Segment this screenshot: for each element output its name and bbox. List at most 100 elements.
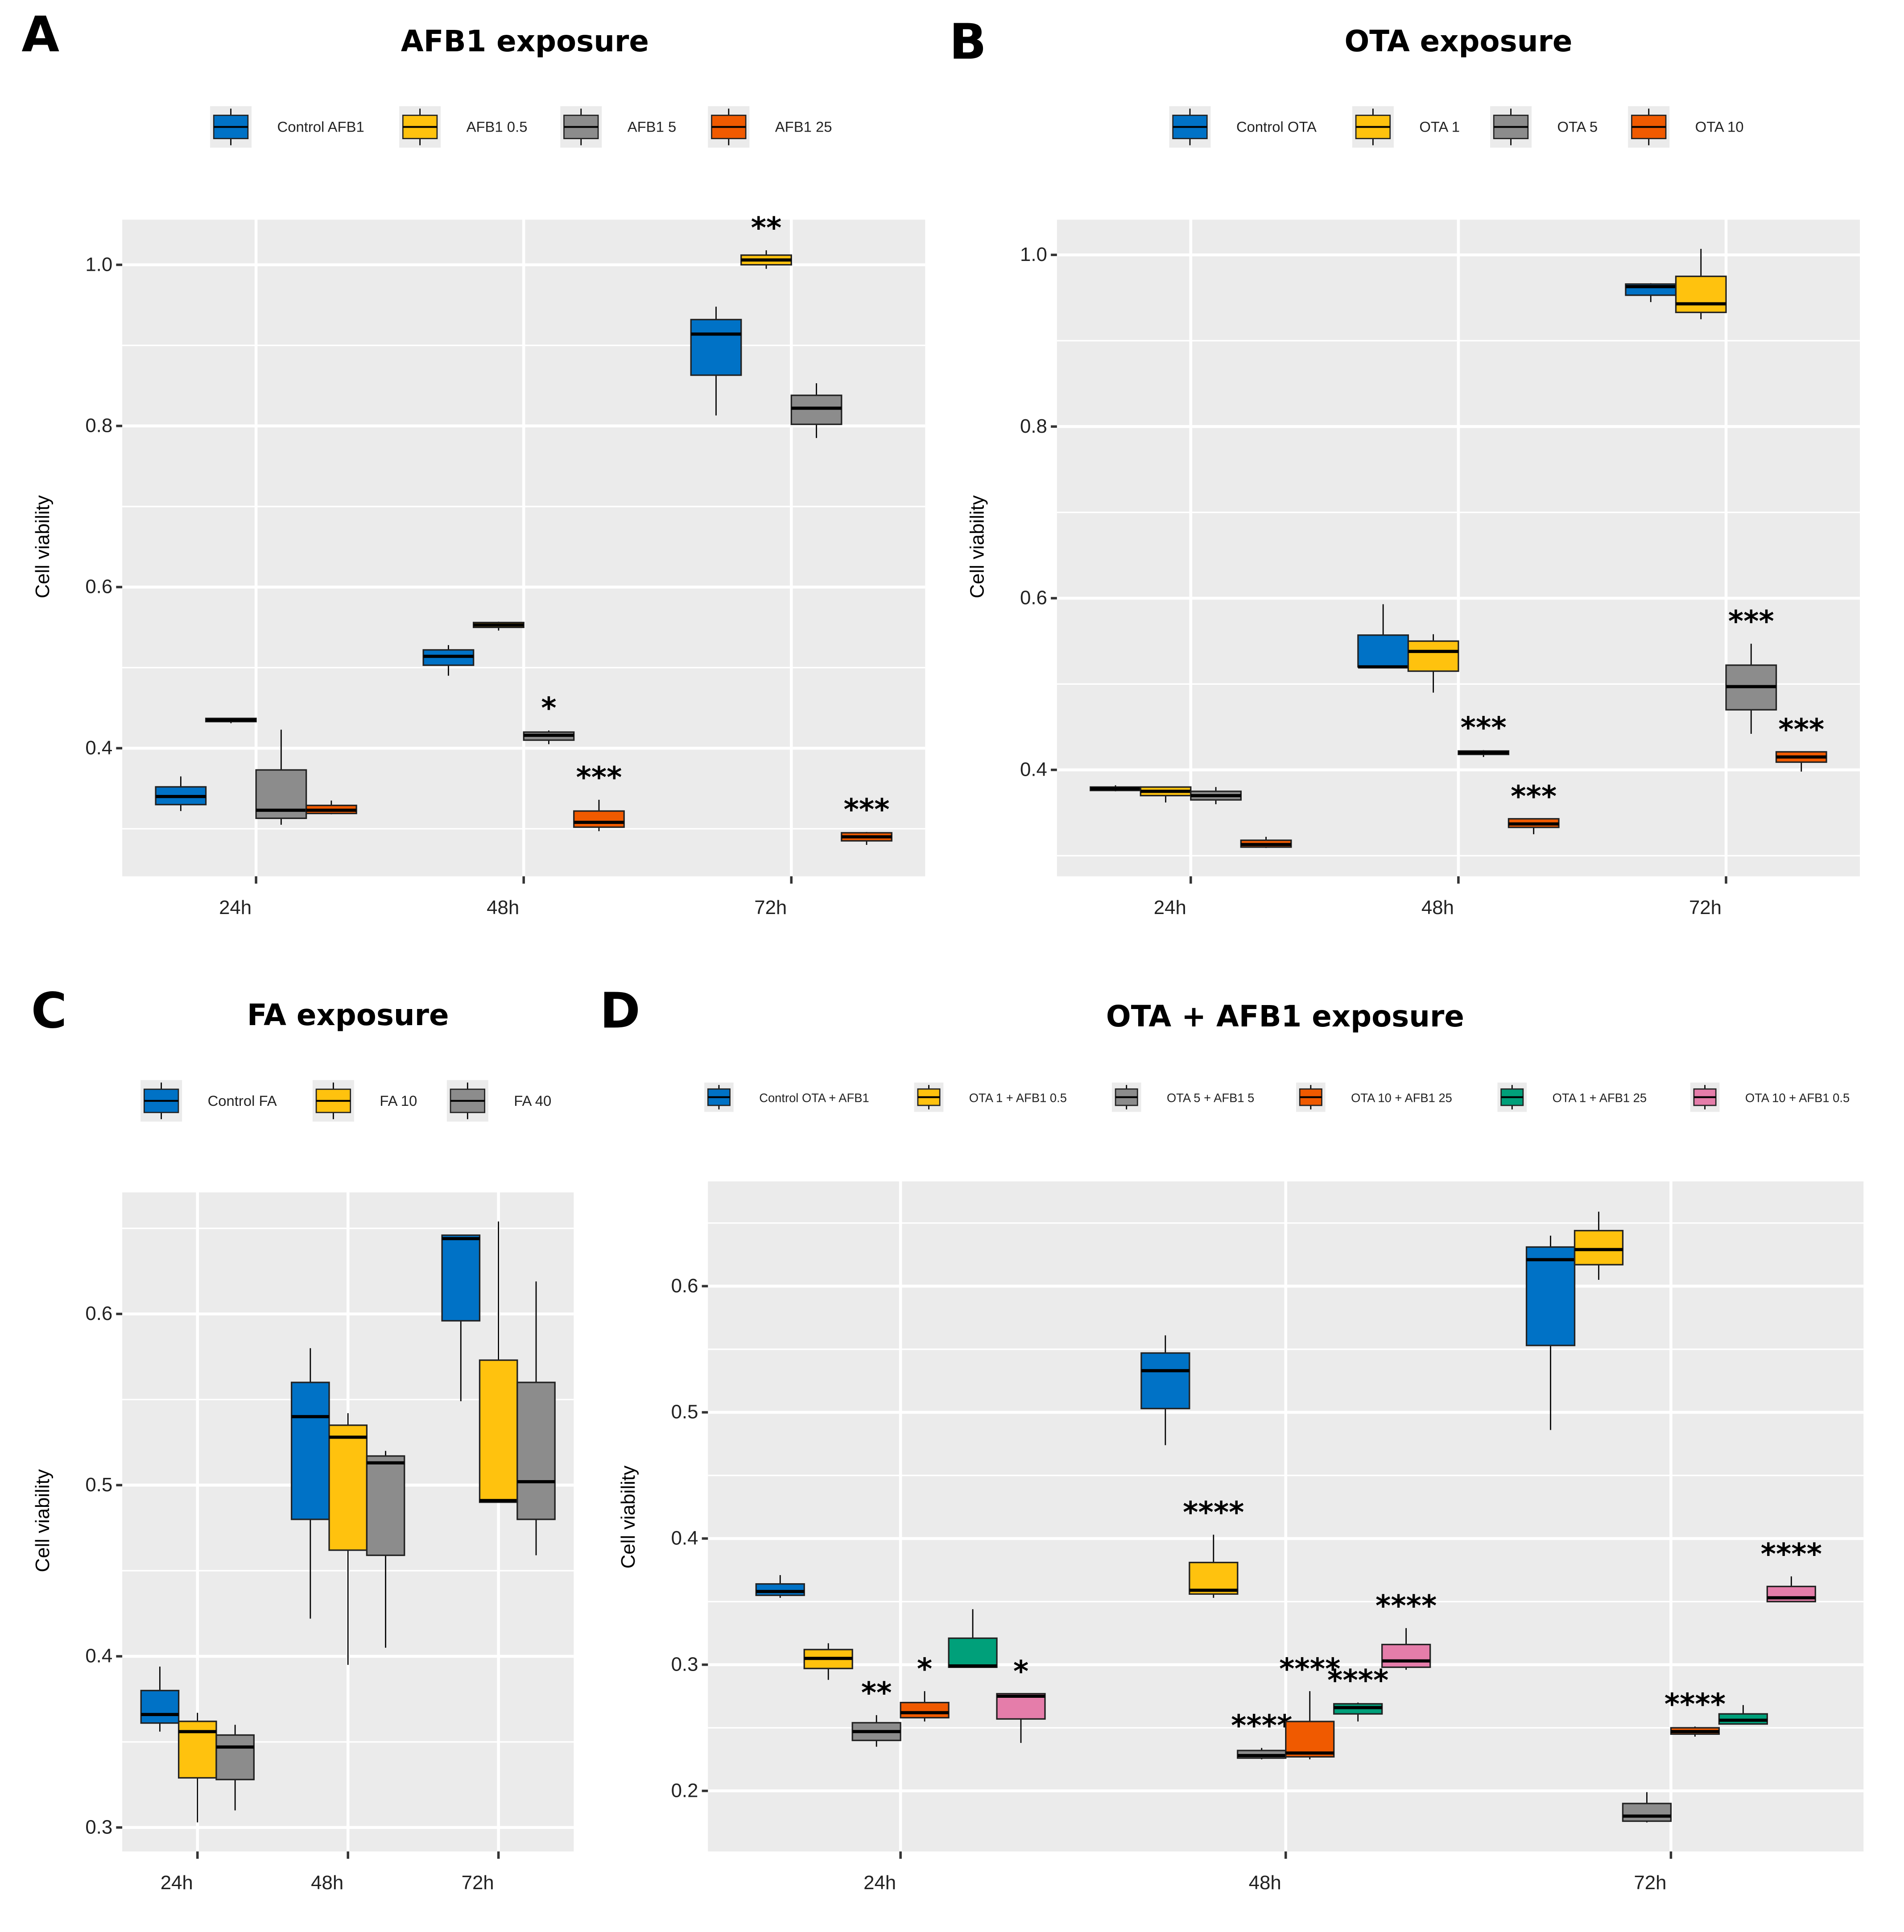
significance-label: *** bbox=[844, 793, 890, 827]
legend-label: AFB1 5 bbox=[628, 118, 676, 135]
panel-letter: B bbox=[949, 13, 986, 70]
boxplot bbox=[1525, 1236, 1576, 1430]
legend-item: Control OTA + AFB1 bbox=[704, 1082, 869, 1112]
legend-label: OTA 10 + AFB1 0.5 bbox=[1745, 1091, 1850, 1105]
legend-label: FA 10 bbox=[380, 1092, 417, 1109]
legend-item: Control OTA bbox=[1169, 106, 1317, 148]
significance-label: **** bbox=[1231, 1709, 1292, 1743]
legend-item: OTA 10 + AFB1 25 bbox=[1296, 1082, 1452, 1112]
boxplot: *** bbox=[841, 793, 892, 845]
box bbox=[1622, 1803, 1672, 1822]
boxplot: *** bbox=[573, 761, 625, 832]
legend: Control OTA OTA 1 OTA 5 OTA 10 bbox=[1169, 106, 1744, 148]
boxplot: **** bbox=[1375, 1589, 1437, 1670]
boxplot: ** bbox=[740, 211, 792, 269]
box bbox=[366, 1455, 405, 1556]
legend-item: OTA 10 bbox=[1628, 106, 1744, 148]
legend-item: Control AFB1 bbox=[210, 106, 364, 148]
box bbox=[140, 1690, 180, 1724]
y-tick-label: 0.2 bbox=[671, 1779, 698, 1801]
chart-title: FA exposure bbox=[247, 998, 449, 1032]
x-tick-label: 24h bbox=[1154, 897, 1186, 918]
x-tick-label: 24h bbox=[863, 1872, 896, 1894]
boxplot bbox=[803, 1643, 853, 1680]
y-tick-label: 0.3 bbox=[85, 1816, 112, 1838]
box bbox=[1407, 640, 1459, 672]
x-tick-label: 48h bbox=[1249, 1872, 1281, 1894]
legend: Control FA FA 10 FA 40 bbox=[140, 1080, 551, 1122]
significance-label: **** bbox=[1327, 1663, 1388, 1697]
box bbox=[479, 1359, 518, 1503]
boxplot: **** bbox=[1279, 1652, 1340, 1759]
legend-item: AFB1 5 bbox=[560, 106, 676, 148]
boxplot bbox=[479, 1221, 518, 1503]
boxplot: **** bbox=[1664, 1688, 1726, 1737]
boxplot: *** bbox=[1458, 711, 1510, 757]
boxplot bbox=[215, 1725, 255, 1811]
chart-title: AFB1 exposure bbox=[401, 25, 649, 58]
panel-d: D OTA + AFB1 exposure0.20.30.40.50.624h**… bbox=[600, 982, 1864, 1894]
legend-item: OTA 5 + AFB1 5 bbox=[1111, 1082, 1254, 1112]
boxplot bbox=[1574, 1212, 1624, 1280]
boxplot: *** bbox=[1508, 780, 1560, 835]
y-axis-label: Cell viability bbox=[617, 1465, 639, 1568]
y-tick-label: 0.5 bbox=[85, 1474, 112, 1496]
legend-label: Control AFB1 bbox=[277, 118, 364, 135]
legend-label: AFB1 25 bbox=[775, 118, 832, 135]
box bbox=[690, 319, 742, 376]
legend-item: AFB1 25 bbox=[708, 106, 832, 148]
legend-label: OTA 1 + AFB1 0.5 bbox=[969, 1091, 1067, 1105]
boxplot: ** bbox=[851, 1676, 901, 1747]
panel-c: C FA exposure 0.3 0.4 0.5 0.6 24h 48h 72h Cell vi… bbox=[31, 982, 574, 1894]
legend-item: AFB1 0.5 bbox=[399, 106, 527, 148]
boxplot bbox=[1625, 283, 1677, 302]
significance-label: *** bbox=[1511, 780, 1557, 814]
boxplot bbox=[1140, 1335, 1190, 1445]
boxplot: * bbox=[900, 1652, 950, 1722]
significance-label: * bbox=[917, 1652, 932, 1686]
y-tick-label: 0.3 bbox=[671, 1653, 698, 1675]
significance-label: **** bbox=[1375, 1589, 1437, 1623]
box bbox=[573, 810, 625, 828]
chart-title: OTA + AFB1 exposure bbox=[1106, 1000, 1464, 1034]
legend-label: AFB1 0.5 bbox=[467, 118, 528, 135]
boxplot bbox=[1718, 1705, 1768, 1725]
legend-label: OTA 5 bbox=[1557, 118, 1598, 135]
significance-label: * bbox=[541, 691, 556, 725]
x-tick-label: 24h bbox=[219, 897, 252, 918]
boxplot bbox=[516, 1281, 556, 1556]
chart-title: OTA exposure bbox=[1344, 25, 1572, 58]
x-tick-label: 48h bbox=[311, 1872, 343, 1894]
significance-label: **** bbox=[1761, 1537, 1822, 1571]
boxplot: **** bbox=[1231, 1709, 1292, 1759]
boxplot: * bbox=[996, 1655, 1046, 1743]
box bbox=[1675, 275, 1727, 313]
box bbox=[328, 1424, 368, 1551]
y-axis-label: Cell viability bbox=[32, 1469, 54, 1572]
legend-label: Control OTA bbox=[1236, 118, 1317, 135]
legend-item: OTA 1 + AFB1 25 bbox=[1497, 1082, 1647, 1112]
box bbox=[1381, 1643, 1431, 1668]
panel-b: B OTA exposure 0.4 0.6 0.8 1.0 24h 48h *** *** 72h… bbox=[949, 13, 1860, 918]
boxplot bbox=[790, 383, 843, 438]
legend-label: OTA 10 bbox=[1695, 118, 1744, 135]
boxplot bbox=[305, 800, 357, 815]
x-tick-label: 48h bbox=[487, 897, 519, 918]
boxplot bbox=[291, 1348, 330, 1619]
legend-label: Control OTA + AFB1 bbox=[759, 1091, 869, 1105]
box bbox=[900, 1702, 950, 1719]
significance-label: *** bbox=[1778, 713, 1824, 747]
boxplot bbox=[441, 1234, 481, 1402]
boxplot: **** bbox=[1183, 1496, 1244, 1598]
boxplot bbox=[155, 776, 207, 811]
legend-label: Control FA bbox=[208, 1092, 277, 1109]
significance-label: * bbox=[1013, 1655, 1028, 1688]
significance-label: *** bbox=[576, 761, 622, 794]
boxplot bbox=[1407, 634, 1459, 693]
boxplot bbox=[473, 621, 525, 631]
box bbox=[516, 1382, 556, 1520]
x-tick-label: 72h bbox=[754, 897, 787, 918]
panel-letter: D bbox=[600, 982, 640, 1039]
significance-label: **** bbox=[1183, 1496, 1244, 1530]
